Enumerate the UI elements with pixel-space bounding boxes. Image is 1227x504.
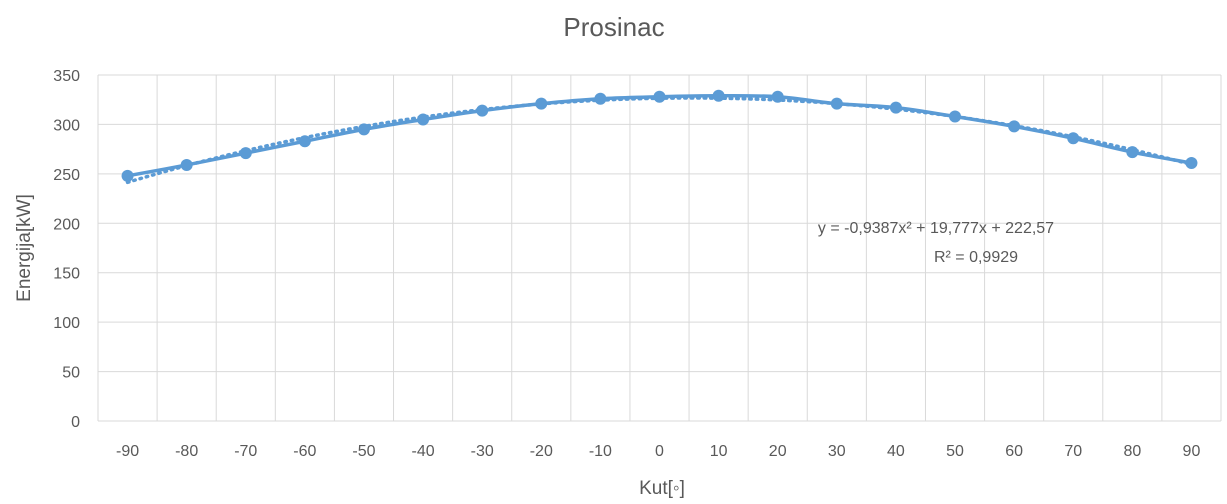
data-point <box>653 90 666 103</box>
y-axis-label: Energija[kW] <box>14 194 35 302</box>
data-point <box>180 158 193 171</box>
data-point <box>1067 132 1080 145</box>
x-tick-label: 60 <box>1005 443 1023 460</box>
y-tick-label: 150 <box>53 266 80 283</box>
y-tick-label: 0 <box>71 414 80 431</box>
x-tick-label: 20 <box>769 443 787 460</box>
data-point <box>1185 156 1198 169</box>
data-point <box>417 113 430 126</box>
trendline-r-squared: R² = 0,9929 <box>934 249 1018 266</box>
x-tick-label: -70 <box>234 443 257 460</box>
data-series <box>121 89 1198 182</box>
x-tick-label: -10 <box>589 443 612 460</box>
x-tick-label: 40 <box>887 443 905 460</box>
data-point <box>357 123 370 136</box>
data-point <box>121 169 134 182</box>
data-point <box>830 97 843 110</box>
trendline <box>125 96 1194 185</box>
trendline-path <box>125 96 1194 185</box>
series-line <box>127 93 1192 178</box>
x-axis-label: Kut[◦] <box>639 478 685 499</box>
x-tick-label: -40 <box>412 443 435 460</box>
data-point <box>1008 120 1021 133</box>
x-tick-label: 10 <box>710 443 728 460</box>
data-point <box>298 135 311 148</box>
data-point <box>594 92 607 105</box>
data-point <box>889 101 902 114</box>
x-tick-label: 0 <box>655 443 664 460</box>
x-tick-label: -60 <box>293 443 316 460</box>
x-tick-label: -20 <box>530 443 553 460</box>
y-tick-label: 50 <box>62 365 80 382</box>
data-point <box>949 110 962 123</box>
y-tick-label: 250 <box>53 167 80 184</box>
trendline-equation: y = -0,9387x² + 19,777x + 222,57 <box>818 220 1054 237</box>
data-point <box>1126 146 1139 159</box>
x-tick-label: -30 <box>471 443 494 460</box>
data-point <box>476 104 489 117</box>
x-tick-label: 80 <box>1123 443 1141 460</box>
x-tick-label: -80 <box>175 443 198 460</box>
x-tick-label: 30 <box>828 443 846 460</box>
data-point <box>535 97 548 110</box>
data-point <box>712 89 725 102</box>
data-point <box>239 147 252 160</box>
y-tick-label: 300 <box>53 117 80 134</box>
x-tick-label: 70 <box>1064 443 1082 460</box>
gridlines <box>97 74 1222 422</box>
x-tick-label: -90 <box>116 443 139 460</box>
chart-title: Prosinac <box>563 12 664 42</box>
x-tick-label: 90 <box>1183 443 1201 460</box>
x-tick-label: -50 <box>352 443 375 460</box>
x-tick-label: 50 <box>946 443 964 460</box>
y-tick-label: 200 <box>53 216 80 233</box>
data-point <box>771 90 784 103</box>
y-tick-label: 100 <box>53 315 80 332</box>
y-tick-label: 350 <box>53 68 80 85</box>
